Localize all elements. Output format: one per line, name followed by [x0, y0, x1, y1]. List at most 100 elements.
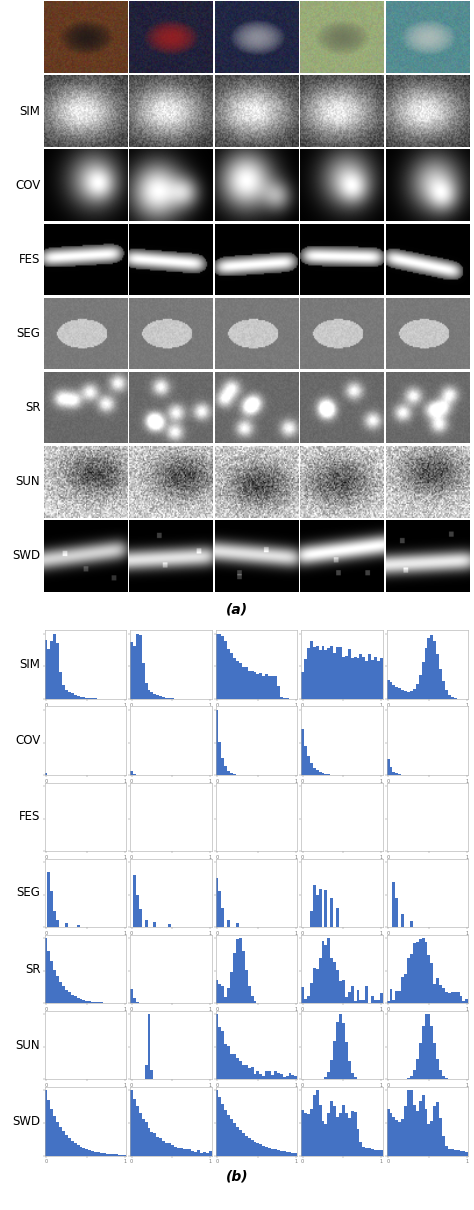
Bar	[425, 941, 428, 1003]
Bar	[259, 673, 262, 699]
Bar	[410, 691, 413, 699]
Bar	[392, 882, 395, 927]
Bar	[221, 908, 224, 927]
Bar	[251, 670, 254, 699]
Bar	[168, 1142, 171, 1156]
Bar	[419, 939, 421, 1003]
Bar	[362, 657, 365, 699]
Bar	[436, 1059, 439, 1079]
Bar	[254, 673, 256, 699]
Bar	[345, 1043, 348, 1079]
Bar	[248, 670, 251, 699]
Bar	[307, 647, 310, 699]
Bar	[339, 647, 342, 699]
Bar	[59, 981, 62, 1003]
Bar	[380, 1151, 383, 1156]
Bar	[301, 986, 304, 1003]
Bar	[401, 690, 404, 699]
Bar	[277, 1151, 280, 1156]
Bar	[416, 1111, 419, 1156]
Bar	[330, 646, 333, 699]
Bar	[368, 1148, 371, 1156]
Bar	[433, 984, 436, 1003]
Bar	[448, 992, 451, 1003]
Bar	[271, 676, 274, 699]
Bar	[345, 997, 348, 1003]
Bar	[239, 1061, 242, 1079]
Bar	[345, 1112, 348, 1156]
Bar	[354, 1077, 356, 1079]
Bar	[130, 989, 133, 1003]
Bar	[324, 1077, 328, 1079]
Bar	[189, 1150, 191, 1156]
Bar	[336, 647, 339, 699]
Bar	[139, 1113, 142, 1156]
Bar	[47, 871, 50, 927]
Bar	[390, 767, 392, 776]
Bar	[80, 999, 82, 1003]
Bar	[56, 920, 59, 927]
Bar	[324, 945, 328, 1003]
Bar	[159, 696, 162, 699]
Bar	[227, 920, 230, 927]
Bar	[380, 657, 383, 699]
Bar	[294, 1153, 297, 1156]
Bar	[236, 939, 239, 1003]
Bar	[307, 996, 310, 1003]
Bar	[245, 667, 248, 699]
Bar	[319, 889, 321, 927]
Bar	[316, 969, 319, 1003]
Bar	[390, 682, 392, 699]
Bar	[133, 774, 136, 776]
Bar	[251, 996, 254, 1003]
Bar	[68, 992, 71, 1003]
Bar	[362, 1001, 365, 1003]
Bar	[112, 1154, 115, 1156]
Bar	[256, 1143, 259, 1156]
Bar	[216, 634, 219, 699]
Bar	[91, 1151, 94, 1156]
Bar	[256, 1071, 259, 1079]
Bar	[271, 1148, 274, 1156]
Bar	[448, 695, 451, 699]
Bar	[147, 1128, 151, 1156]
Bar	[321, 1122, 324, 1156]
Bar	[292, 1153, 294, 1156]
Bar	[130, 643, 133, 699]
Bar	[71, 995, 74, 1003]
Bar	[354, 657, 356, 699]
Bar	[216, 980, 219, 1003]
Bar	[404, 691, 407, 699]
Bar	[233, 1054, 236, 1079]
Bar	[333, 962, 336, 1003]
Text: COV: COV	[15, 179, 40, 191]
Bar	[330, 958, 333, 1003]
Bar	[310, 641, 313, 699]
Bar	[304, 1113, 307, 1156]
Bar	[133, 1099, 136, 1156]
Bar	[324, 774, 328, 776]
Bar	[310, 911, 313, 927]
Bar	[53, 969, 56, 1003]
Bar	[316, 646, 319, 699]
Bar	[227, 1045, 230, 1079]
Bar	[421, 662, 425, 699]
Bar	[45, 640, 47, 699]
Bar	[304, 659, 307, 699]
Bar	[398, 688, 401, 699]
Bar	[339, 981, 342, 1003]
Bar	[47, 1100, 50, 1156]
Bar	[254, 1073, 256, 1079]
Bar	[410, 1076, 413, 1079]
Bar	[294, 1077, 297, 1079]
Bar	[392, 772, 395, 776]
Bar	[387, 1108, 390, 1156]
Bar	[221, 1104, 224, 1156]
Bar	[425, 1014, 428, 1079]
Bar	[50, 641, 53, 699]
Bar	[130, 771, 133, 776]
Bar	[80, 697, 82, 699]
Bar	[233, 1123, 236, 1156]
Bar	[395, 773, 398, 776]
Bar	[277, 686, 280, 699]
